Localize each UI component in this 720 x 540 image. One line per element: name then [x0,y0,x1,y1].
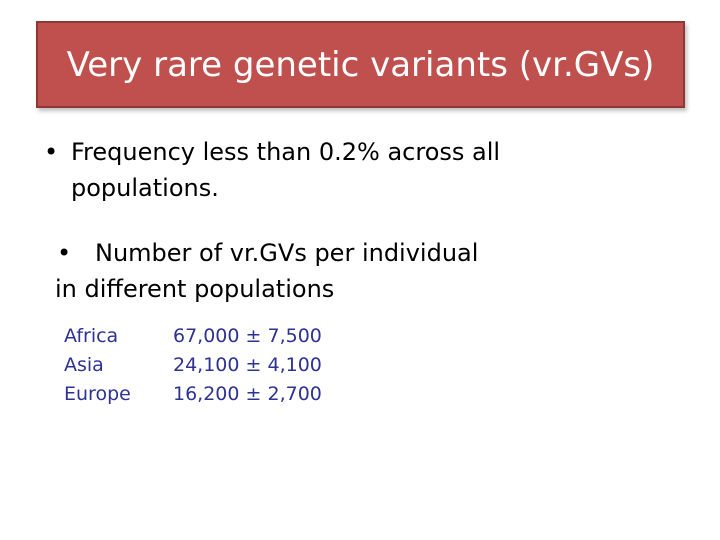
region-cell: Africa [64,325,119,347]
bullet-marker: • [57,239,72,267]
value-cell: 67,000 ± 7,500 [173,325,322,347]
slide-title: Very rare genetic variants (vr.GVs) [66,44,655,85]
population-table: Africa 67,000 ± 7,500 Asia 24,100 ± 4,10… [64,322,322,409]
value-cell: 24,100 ± 4,100 [173,354,322,376]
table-row: Africa 67,000 ± 7,500 [64,322,322,351]
title-banner: Very rare genetic variants (vr.GVs) [36,21,685,108]
value-cell: 16,200 ± 2,700 [173,383,322,405]
table-row: Asia 24,100 ± 4,100 [64,351,322,380]
region-cell: Europe [64,383,131,405]
bullet-text-line-1: Number of vr.GVs per individual [95,239,479,267]
bullet-text: Frequency less than 0.2% across all popu… [71,138,501,202]
bullet-marker: • [44,138,59,166]
bullet-frequency: • Frequency less than 0.2% across all po… [44,134,604,206]
region-cell: Asia [64,354,104,376]
bullet-line-1: • Number of vr.GVs per individual [55,235,615,271]
table-row: Europe 16,200 ± 2,700 [64,380,322,409]
bullet-number-per-individual: • Number of vr.GVs per individual in diff… [55,235,615,307]
bullet-text-line-2: in different populations [55,275,335,303]
